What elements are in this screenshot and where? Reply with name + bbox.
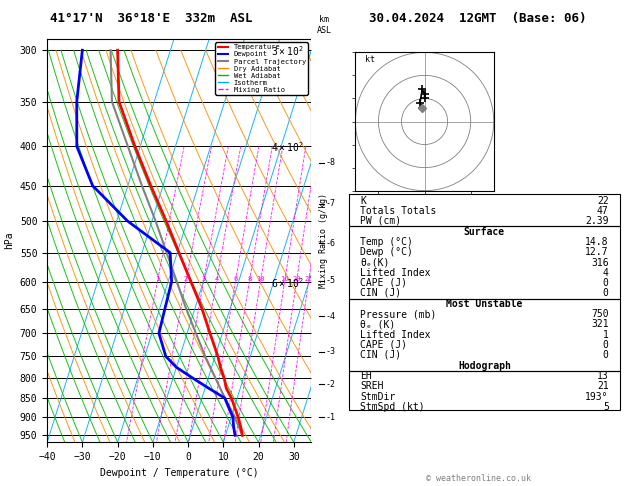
Text: 4: 4 [603,268,609,278]
Text: -1: -1 [325,413,335,422]
Bar [349,299,620,371]
Text: -6: -6 [325,239,335,248]
Text: 5: 5 [603,401,609,412]
Text: 30.04.2024  12GMT  (Base: 06): 30.04.2024 12GMT (Base: 06) [369,12,587,25]
Text: 16: 16 [281,276,289,282]
Y-axis label: hPa: hPa [4,232,14,249]
Text: 321: 321 [591,319,609,330]
Text: -4: -4 [325,312,335,321]
Text: km
ASL: km ASL [316,16,331,35]
Text: 47: 47 [597,206,609,216]
Text: 2.39: 2.39 [585,216,609,226]
Text: -5: -5 [325,276,335,285]
Text: Most Unstable: Most Unstable [446,299,523,309]
Bar [349,194,620,226]
Text: 41°17'N  36°18'E  332m  ASL: 41°17'N 36°18'E 332m ASL [50,12,252,25]
X-axis label: Dewpoint / Temperature (°C): Dewpoint / Temperature (°C) [100,468,259,478]
Text: CAPE (J): CAPE (J) [360,340,407,350]
Text: LCL: LCL [318,427,333,436]
Text: 0: 0 [603,340,609,350]
Text: 316: 316 [591,258,609,268]
Text: 22: 22 [597,196,609,206]
Text: -8: -8 [325,158,335,167]
Text: Dewp (°C): Dewp (°C) [360,247,413,258]
Legend: Temperature, Dewpoint, Parcel Trajectory, Dry Adiabat, Wet Adiabat, Isotherm, Mi: Temperature, Dewpoint, Parcel Trajectory… [216,42,308,95]
Text: 10: 10 [256,276,265,282]
Text: -7: -7 [325,199,335,208]
Text: CIN (J): CIN (J) [360,288,401,298]
Text: 0: 0 [603,288,609,298]
Text: © weatheronline.co.uk: © weatheronline.co.uk [426,474,530,483]
Text: 1: 1 [603,330,609,340]
Text: PW (cm): PW (cm) [360,216,401,226]
Text: Pressure (mb): Pressure (mb) [360,310,437,319]
Text: Mixing Ratio (g/kg): Mixing Ratio (g/kg) [320,193,328,288]
Text: kt: kt [365,54,375,64]
Text: 3: 3 [201,276,206,282]
Text: StmDir: StmDir [360,392,395,401]
Text: 4: 4 [214,276,219,282]
Bar [349,226,620,299]
Text: Hodograph: Hodograph [458,361,511,371]
Text: 25: 25 [304,276,313,282]
Text: EH: EH [360,371,372,382]
Text: 8: 8 [247,276,252,282]
Text: Lifted Index: Lifted Index [360,330,430,340]
Text: 14.8: 14.8 [585,237,609,247]
Text: 20: 20 [292,276,301,282]
Text: 1: 1 [155,276,159,282]
Text: θₑ (K): θₑ (K) [360,319,395,330]
Text: 21: 21 [597,382,609,391]
Text: 193°: 193° [585,392,609,401]
Bar [349,371,620,411]
Text: 12.7: 12.7 [585,247,609,258]
Text: CAPE (J): CAPE (J) [360,278,407,288]
Text: StmSpd (kt): StmSpd (kt) [360,401,425,412]
Text: 2: 2 [184,276,188,282]
Text: K: K [360,196,366,206]
Text: Surface: Surface [464,227,505,237]
Text: SREH: SREH [360,382,384,391]
Text: 6: 6 [233,276,238,282]
Text: 0: 0 [603,350,609,360]
Text: -2: -2 [325,380,335,389]
Text: -3: -3 [325,347,335,356]
Text: Totals Totals: Totals Totals [360,206,437,216]
Text: θₑ(K): θₑ(K) [360,258,389,268]
Text: Temp (°C): Temp (°C) [360,237,413,247]
Text: 750: 750 [591,310,609,319]
Text: 13: 13 [597,371,609,382]
Text: CIN (J): CIN (J) [360,350,401,360]
Text: Lifted Index: Lifted Index [360,268,430,278]
Text: 0: 0 [603,278,609,288]
